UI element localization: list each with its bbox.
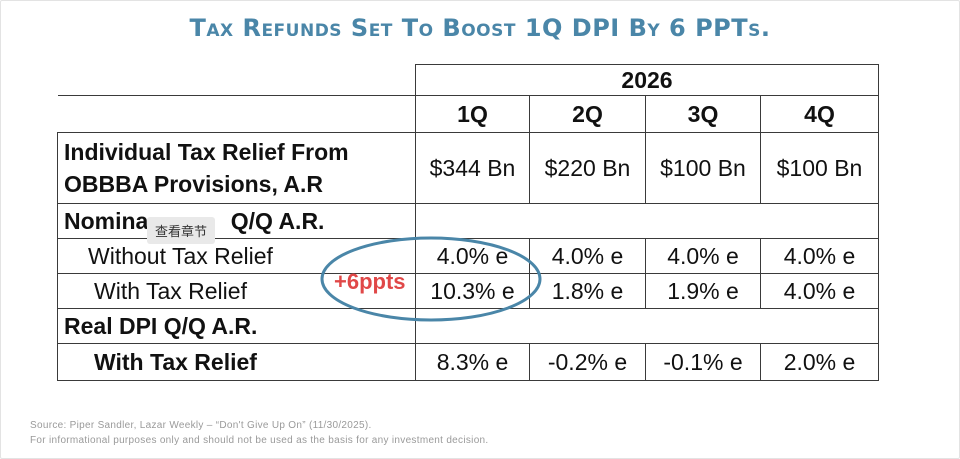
table-cell: 10.3% e — [415, 273, 530, 309]
table-cell: 1.8% e — [529, 273, 646, 309]
slide-title: Tax Refunds Set To Boost 1Q DPI By 6 PPT… — [189, 14, 771, 42]
table-row: Without Tax Relief 4.0% e 4.0% e 4.0% e … — [57, 238, 879, 274]
section-tooltip[interactable]: 查看章节 — [147, 217, 216, 244]
table-cell: 4.0% e — [529, 238, 646, 274]
table-cell: $100 Bn — [645, 132, 761, 204]
table-cell: 8.3% e — [415, 343, 530, 381]
row-label-part: Q/Q A.R. — [224, 207, 325, 234]
disclaimer-line: For informational purposes only and shou… — [30, 435, 489, 446]
row-label-tax-relief: Individual Tax Relief From OBBBA Provisi… — [57, 132, 416, 204]
source-note: Source: Piper Sandler, Lazar Weekly – “D… — [30, 418, 489, 448]
highlight-ellipse — [320, 236, 542, 322]
corner-cell — [57, 64, 416, 96]
table-row: With Tax Relief 10.3% e 1.8% e 1.9% e 4.… — [57, 273, 879, 309]
table-cell: -0.2% e — [529, 343, 646, 381]
table-row: With Tax Relief 8.3% e -0.2% e -0.1% e 2… — [57, 343, 879, 381]
annotation-label: +6ppts — [334, 269, 406, 294]
table-cell: -0.1% e — [645, 343, 761, 381]
row-label-real: Real DPI Q/Q A.R. — [57, 308, 416, 344]
quarter-header: 1Q — [415, 95, 530, 133]
row-label-line: OBBBA Provisions, A.R — [64, 171, 323, 197]
quarter-header: 3Q — [645, 95, 761, 133]
year-header: 2026 — [415, 64, 879, 96]
source-line: Source: Piper Sandler, Lazar Weekly – “D… — [30, 420, 372, 431]
row-label-real-with: With Tax Relief — [57, 343, 416, 381]
dpi-table: 2026 1Q 2Q 3Q 4Q Individual Tax Relief F… — [57, 64, 879, 381]
table-cell: $344 Bn — [415, 132, 530, 204]
quarter-header: 2Q — [529, 95, 646, 133]
table-row: Individual Tax Relief From OBBBA Provisi… — [57, 132, 879, 204]
table-cell: $220 Bn — [529, 132, 646, 204]
quarter-header: 4Q — [760, 95, 879, 133]
row-label-part: Nomina — [64, 207, 149, 234]
table-cell: 4.0% e — [760, 238, 879, 274]
row-label-line: Individual Tax Relief From — [64, 139, 349, 165]
table-cell: 2.0% e — [760, 343, 879, 381]
empty-section-cell — [415, 203, 879, 239]
